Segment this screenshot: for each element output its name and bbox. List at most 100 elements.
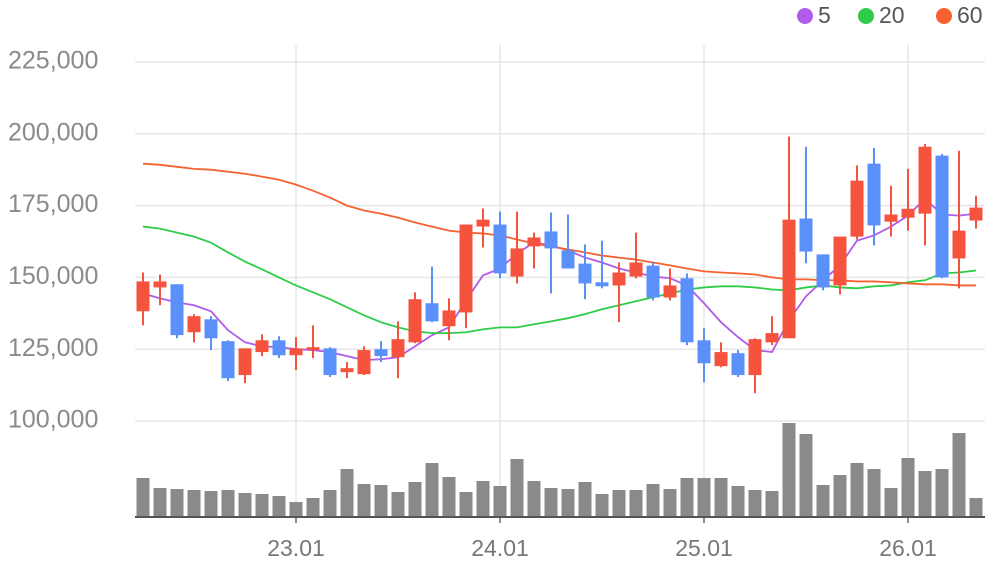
volume-bar [935,469,949,517]
legend-marker [797,8,813,24]
volume-bar [731,486,745,517]
volume-bar [680,478,694,517]
candle-body [323,348,337,376]
candle-body [663,285,677,298]
volume-bar [544,488,558,517]
volume-bar [901,458,915,517]
candle-body [884,214,898,222]
volume-bar [153,488,167,517]
candle-body [765,333,779,343]
y-tick-label: 225,000 [8,47,98,75]
volume-bar [799,434,813,517]
volume-bar [187,490,201,517]
candle-body [918,146,932,214]
volume-bar [884,488,898,517]
volume-bar [748,490,762,517]
candle-body [833,236,847,286]
volume-bar [663,489,677,517]
legend-marker [858,8,874,24]
x-tick-label: 26.01 [879,535,937,561]
candle-body [850,180,864,237]
candle-body [357,350,371,375]
candle-body [680,278,694,343]
candle-body [578,263,592,284]
y-tick-label: 200,000 [8,118,98,146]
volume-bar [170,489,184,517]
candle-body [221,341,235,379]
candle-body [476,219,490,227]
candle-body [153,281,167,288]
volume-bar [374,485,388,517]
volume-bar [306,498,320,517]
candle-body [969,207,983,221]
y-tick-label: 150,000 [8,262,98,290]
candle-body [340,368,354,373]
volume-bar [561,489,575,517]
volume-bar [765,491,779,517]
volume-bar [578,482,592,517]
volume-bar [969,498,983,517]
candle-body [595,282,609,287]
volume-bar [357,484,371,517]
y-tick-label: 125,000 [8,334,98,362]
volume-bar [782,423,796,517]
volume-bar [340,469,354,517]
ma-line [142,225,977,335]
volume-bar [867,469,881,517]
candle-body [510,248,524,277]
candle-body [442,310,456,327]
volume-bar [425,463,439,517]
candle-body [544,231,558,249]
candle-body [136,281,150,312]
volume-bar [629,490,643,517]
candle-body [629,262,643,277]
volume-bar [272,496,286,517]
volume-bar [442,477,456,517]
candle-body [187,316,201,333]
candle-body [561,250,575,269]
candle-body [272,340,286,356]
x-tick-label: 23.01 [267,535,325,561]
volume-bar [646,484,660,517]
candle-body [493,224,507,274]
legend-label: 60 [957,2,983,28]
volume-bar [612,490,626,517]
candle-body [391,339,405,358]
candle-body [952,230,966,259]
volume-bar [459,492,473,517]
candle-body [901,208,915,218]
candle-body [816,254,830,288]
candle-body [731,353,745,376]
volume-bar [136,478,150,517]
x-tick-label: 24.01 [471,535,529,561]
candle-body [748,339,762,376]
volume-bar [595,494,609,517]
candle-body [374,349,388,357]
candle-body [697,340,711,364]
volume-bar [221,490,235,517]
volume-bar [238,493,252,517]
volume-bar [952,433,966,517]
volume-bar [833,475,847,517]
volume-bar [918,471,932,517]
candle-body [867,163,881,226]
candle-body [714,352,728,367]
legend-label: 20 [879,2,905,28]
candle-body [289,348,303,356]
volume-bar [476,481,490,517]
volume-bar [408,482,422,517]
candle-body [204,319,218,339]
candle-body [646,265,660,298]
y-tick-label: 175,000 [8,190,98,218]
candle-body [527,237,541,247]
candle-body [238,348,252,376]
candle-body [306,347,320,351]
candle-body [170,284,184,336]
volume-bar [493,486,507,517]
volume-bar [204,491,218,517]
volume-bar [323,490,337,517]
candle-body [799,218,813,252]
candle-body [782,219,796,339]
volume-bar [850,463,864,517]
